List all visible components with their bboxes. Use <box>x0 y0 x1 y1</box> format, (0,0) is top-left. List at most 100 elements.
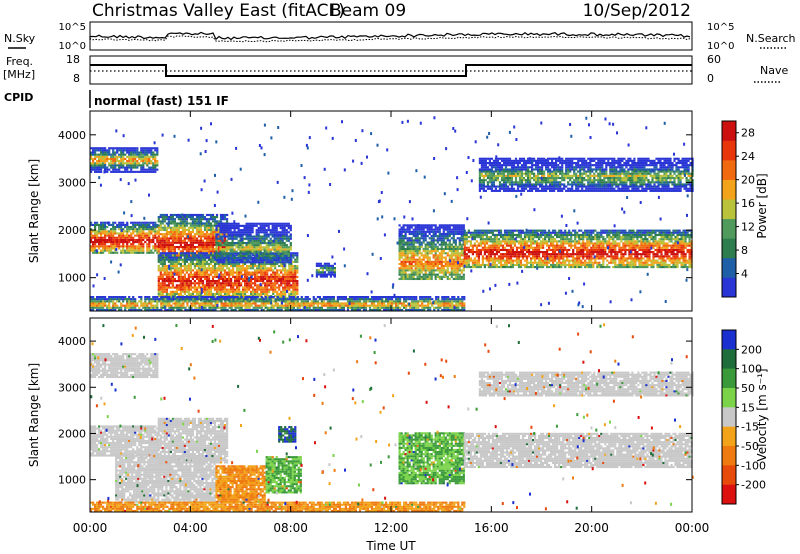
power-cell <box>288 298 291 301</box>
power-cell <box>223 257 226 260</box>
power-cell <box>281 257 284 260</box>
power-cell <box>132 296 135 299</box>
power-cell <box>221 252 224 255</box>
power-cell <box>138 249 141 252</box>
power-cell <box>205 288 209 291</box>
power-cell <box>195 252 199 255</box>
power-cell <box>181 254 184 257</box>
power-cell <box>323 267 326 270</box>
power-cell <box>230 302 233 305</box>
power-cell <box>426 275 429 278</box>
power-cell <box>333 262 336 265</box>
power-cell <box>290 284 293 287</box>
power-cell <box>196 296 199 299</box>
power-cell <box>191 292 194 296</box>
power-cell <box>418 237 421 240</box>
power-cell <box>400 262 403 266</box>
power-cell <box>397 296 400 299</box>
power-cell <box>102 236 105 239</box>
power-cell <box>169 290 172 293</box>
power-cell <box>148 232 151 235</box>
power-cell <box>179 231 182 234</box>
power-cell <box>161 213 164 217</box>
power-cell <box>410 275 413 278</box>
power-cell <box>159 260 162 263</box>
power-cell <box>197 226 201 229</box>
power-cell <box>201 243 205 247</box>
power-cell <box>275 244 278 247</box>
power-cell <box>283 231 286 234</box>
power-cell <box>140 228 143 231</box>
power-cell <box>120 306 123 309</box>
power-cell <box>138 151 141 154</box>
power-cell <box>161 239 164 242</box>
power-cell <box>280 298 283 301</box>
power-cell <box>163 280 166 283</box>
power-cell <box>406 256 409 259</box>
power-cell <box>183 243 186 247</box>
power-cell <box>128 247 131 250</box>
power-cell <box>124 149 127 152</box>
power-cell <box>181 248 184 251</box>
power-cell <box>110 232 113 235</box>
power-cell <box>253 242 256 245</box>
power-cell <box>157 258 160 261</box>
power-cell <box>130 245 133 248</box>
power-cell <box>120 153 123 156</box>
power-cell <box>183 275 186 278</box>
power-cell <box>254 275 257 278</box>
power-cell <box>108 234 111 237</box>
power-cell <box>102 162 105 165</box>
power-cell <box>223 252 226 255</box>
power-cell <box>277 248 280 251</box>
power-cell <box>181 222 184 225</box>
power-cell <box>156 302 159 305</box>
power-cell <box>179 299 182 302</box>
power-cell <box>160 296 163 299</box>
power-cell <box>244 296 247 299</box>
power-cell <box>395 298 398 301</box>
power-cell <box>90 168 93 171</box>
power-cell <box>102 160 105 163</box>
power-cell <box>428 256 431 259</box>
power-cell <box>118 232 121 235</box>
power-cell <box>418 250 421 253</box>
power-cell <box>122 164 125 167</box>
power-cell <box>358 306 362 309</box>
power-cell <box>130 243 133 246</box>
power-cell <box>208 308 211 312</box>
power-cell <box>234 265 237 268</box>
power-cell <box>156 230 159 233</box>
power-cell <box>250 262 253 266</box>
power-cell <box>197 277 201 281</box>
power-cell <box>195 258 199 261</box>
power-cell <box>225 248 228 251</box>
power-cell <box>128 160 131 163</box>
power-cell <box>242 286 245 289</box>
power-cell <box>122 170 125 173</box>
power-cell <box>243 237 246 240</box>
power-cell <box>126 170 129 173</box>
power-cell <box>277 224 280 227</box>
power-cell <box>323 264 326 267</box>
power-cell <box>219 213 223 217</box>
power-cell <box>112 298 115 301</box>
power-cell <box>221 267 225 270</box>
power-cell <box>235 233 238 236</box>
power-cell <box>221 265 225 268</box>
power-cell <box>316 308 319 312</box>
power-cell <box>279 250 282 253</box>
power-cell <box>265 235 268 238</box>
power-cell <box>173 220 176 223</box>
power-cell <box>157 235 160 238</box>
power-cell <box>260 296 263 299</box>
power-cell <box>213 235 217 238</box>
power-cell <box>277 233 280 236</box>
power-cell <box>188 296 191 299</box>
power-cell <box>203 235 207 238</box>
power-cell <box>184 308 187 312</box>
power-cell <box>330 306 333 309</box>
power-cell <box>275 250 278 253</box>
power-cell <box>362 304 366 307</box>
power-cell <box>211 241 215 244</box>
